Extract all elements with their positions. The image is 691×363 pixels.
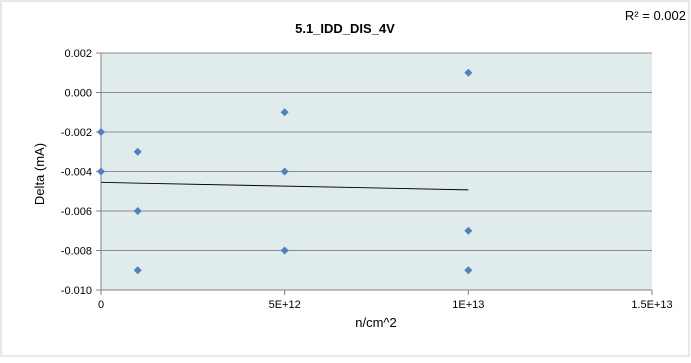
data-point	[280, 246, 289, 255]
data-point	[464, 68, 473, 77]
y-axis-title: Delta (mA)	[32, 143, 47, 205]
x-tick-label: 1E+13	[452, 299, 484, 311]
data-point	[133, 207, 142, 215]
data-points	[97, 68, 473, 275]
y-tick-label: 0.000	[64, 88, 92, 100]
x-axis-title: n/cm^2	[355, 315, 397, 330]
axis-labels: 0.002 0.000 -0.002 -0.004 -0.006 -0.008 -0.010…	[61, 48, 673, 311]
data-point	[280, 108, 289, 117]
chart-title: 5.1_IDD_DIS_4V	[295, 21, 395, 36]
trendline-group	[100, 181, 469, 191]
data-point	[133, 266, 142, 275]
data-point	[464, 266, 473, 275]
y-tick-label: 0.002	[64, 48, 92, 60]
data-point	[464, 226, 473, 235]
y-tick-label: -0.004	[61, 167, 92, 179]
trendline	[100, 181, 469, 191]
y-tick-label: -0.006	[61, 206, 92, 218]
y-tick-label: -0.002	[61, 127, 92, 139]
data-point	[133, 147, 142, 156]
x-tick-label: 0	[98, 299, 104, 311]
x-tick-label: 1.5E+13	[631, 299, 672, 311]
gridlines	[101, 52, 652, 251]
data-point	[97, 128, 105, 136]
r-squared-label: R² = 0.002	[625, 8, 686, 23]
data-point	[280, 167, 289, 176]
y-tick-label: -0.010	[61, 285, 92, 297]
data-point	[97, 167, 105, 176]
y-tick-label: -0.008	[61, 246, 92, 258]
x-tick-label: 5E+12	[269, 299, 301, 311]
